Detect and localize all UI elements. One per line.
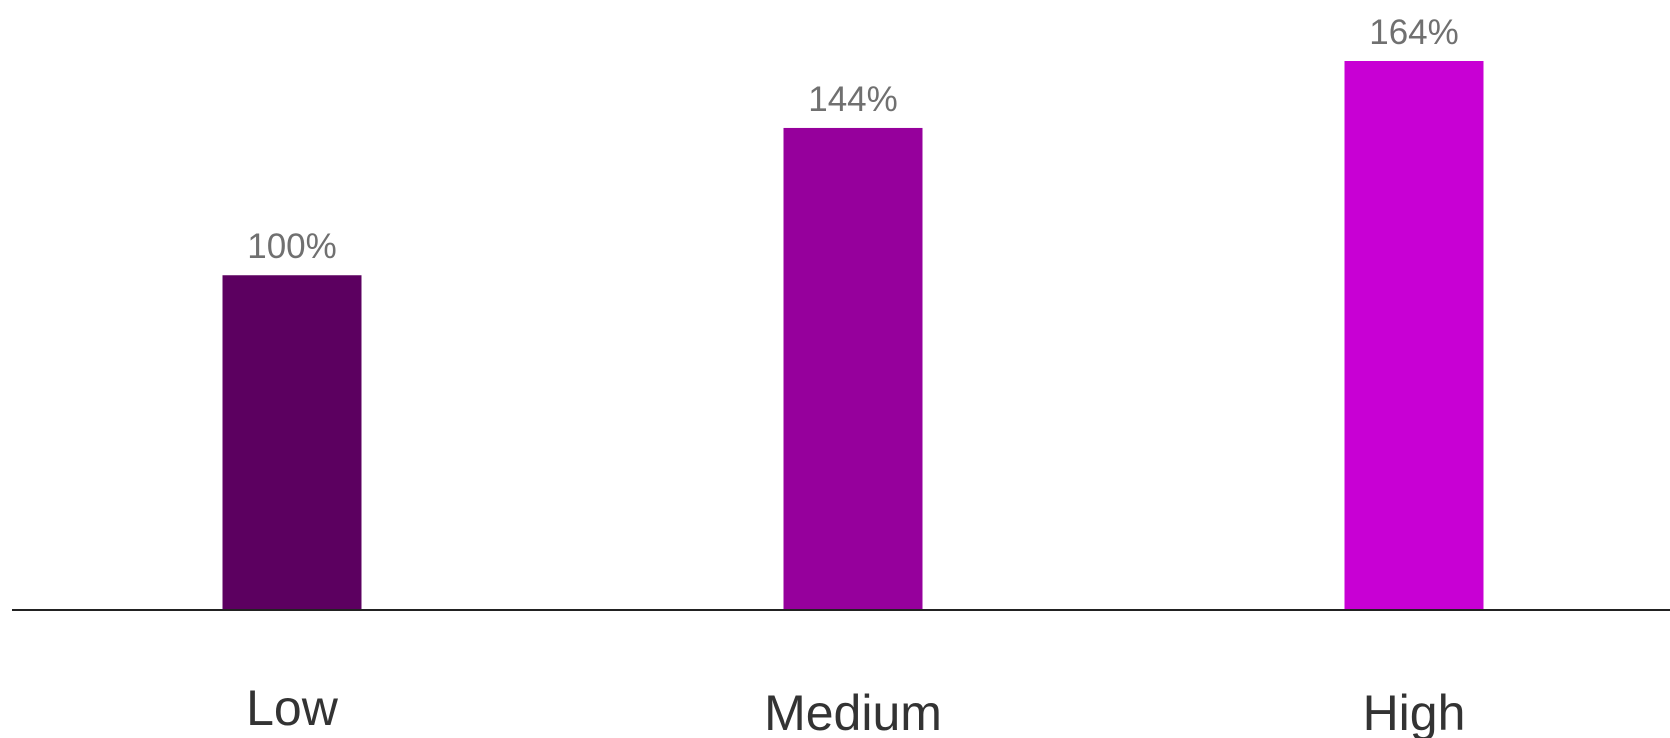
bar-low (222, 275, 362, 610)
category-label-medium: Medium (764, 685, 942, 738)
category-label-high: High (1363, 685, 1466, 738)
bars-group (222, 61, 1484, 610)
value-labels-group: 100% 144% 164% (247, 13, 1459, 266)
data-label-medium: 144% (808, 80, 898, 119)
category-labels-group: Low Medium High (246, 680, 1465, 738)
bar-high (1344, 61, 1484, 610)
bar-medium (783, 127, 923, 610)
category-label-low: Low (246, 680, 339, 736)
data-label-high: 164% (1369, 13, 1459, 52)
data-label-low: 100% (247, 227, 337, 266)
